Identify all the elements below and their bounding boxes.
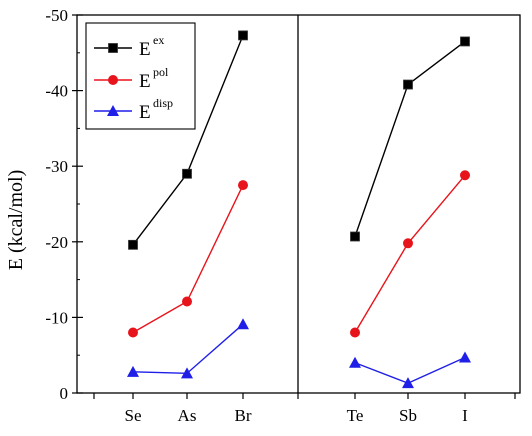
data-point-disp <box>127 365 139 377</box>
data-point-ex <box>182 168 192 179</box>
x-tick-label: I <box>462 406 468 425</box>
x-tick-label: Br <box>235 406 252 425</box>
y-tick-label: -30 <box>45 157 68 176</box>
data-point-pol <box>403 238 413 249</box>
y-tick-label: -40 <box>45 82 68 101</box>
legend-marker-ex <box>108 43 118 53</box>
series-line-disp <box>354 356 466 384</box>
data-point-pol <box>182 296 192 307</box>
data-point-disp <box>237 318 249 330</box>
legend-marker-disp <box>107 105 119 116</box>
legend-label-sup-ex: ex <box>153 33 164 47</box>
x-tick-label: Se <box>125 406 142 425</box>
data-point-ex <box>460 36 470 47</box>
data-point-disp <box>459 351 471 363</box>
data-point-pol <box>238 180 248 191</box>
series-line-pol <box>354 174 466 333</box>
data-point-disp <box>349 356 361 368</box>
data-point-pol <box>350 327 360 338</box>
data-point-ex <box>350 231 360 242</box>
legend-label-sup-disp: disp <box>153 96 173 110</box>
series-line-disp <box>132 323 244 375</box>
x-tick-label: As <box>178 406 197 425</box>
data-point-ex <box>128 239 138 250</box>
data-point-ex <box>403 79 413 90</box>
data-point-ex <box>238 30 248 41</box>
legend-label-sup-pol: pol <box>153 65 169 79</box>
y-tick-label: -20 <box>45 233 68 252</box>
plot-area: 0 -10 -20 -30 -40 -50 Se As Br Te Sb I <box>45 6 521 425</box>
legend-label-disp: E <box>139 102 151 123</box>
legend-marker-pol <box>108 75 118 85</box>
y-tick-label: -50 <box>45 6 68 25</box>
y-axis-title: E (kcal/mol) <box>5 170 27 271</box>
data-point-disp <box>402 377 414 389</box>
data-point-pol <box>128 327 138 338</box>
y-tick-label: 0 <box>60 384 69 403</box>
y-tick-label: -10 <box>45 308 68 327</box>
data-point-disp <box>181 367 193 379</box>
legend-label-pol: E <box>139 71 151 92</box>
series-line-pol <box>132 184 244 334</box>
x-tick-label: Sb <box>399 406 417 425</box>
legend-label-ex: E <box>139 39 151 60</box>
data-point-pol <box>460 170 470 181</box>
x-tick-label: Te <box>347 406 364 425</box>
series-line-ex <box>354 40 466 237</box>
